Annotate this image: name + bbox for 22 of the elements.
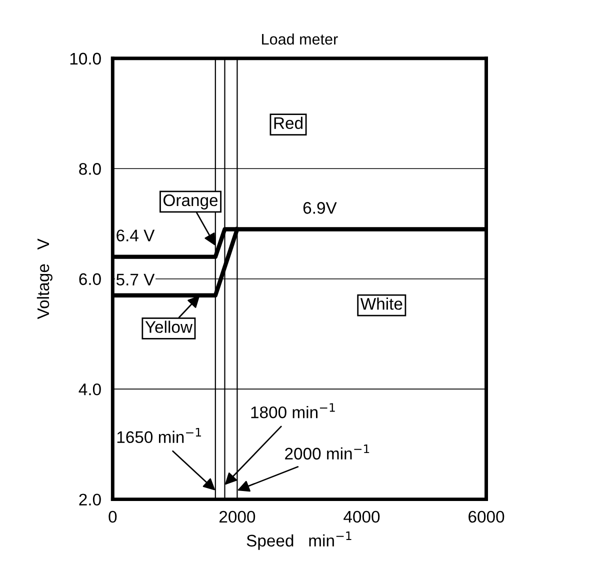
x-tick-label: 6000 <box>468 510 504 523</box>
x-tick-label: 0 <box>108 510 117 523</box>
annotation: 6.4 V <box>116 230 155 242</box>
ref-line-label: 2000 min$^{−1}$ <box>285 444 370 460</box>
y-tick-label: 8.0 <box>79 163 101 175</box>
annotation: Yellow <box>145 320 193 333</box>
y-tick-label: 10.0 <box>70 52 101 65</box>
annotation: 5.7 V <box>116 274 155 286</box>
ref-line-label: 1650 min$^{−1}$ <box>117 428 201 444</box>
ref-line-label: 1800 min$^{−1}$ <box>251 403 335 418</box>
y-tick-label: 4.0 <box>78 383 101 396</box>
y-tick-label: 6.0 <box>79 273 101 286</box>
chart-title: Load meter <box>262 33 338 45</box>
annotation: White <box>360 298 402 310</box>
y-axis-title: Voltage V <box>36 238 52 320</box>
annotation: Red <box>274 116 302 130</box>
y-tick-label: 2.0 <box>79 494 101 506</box>
x-axis-title: Speed min$^{−1}$ <box>246 532 352 550</box>
x-tick-label: 2000 <box>220 510 256 523</box>
annotation: 6.9V <box>303 202 337 214</box>
x-tick-label: 4000 <box>344 510 380 523</box>
annotation: Orange <box>163 194 218 210</box>
